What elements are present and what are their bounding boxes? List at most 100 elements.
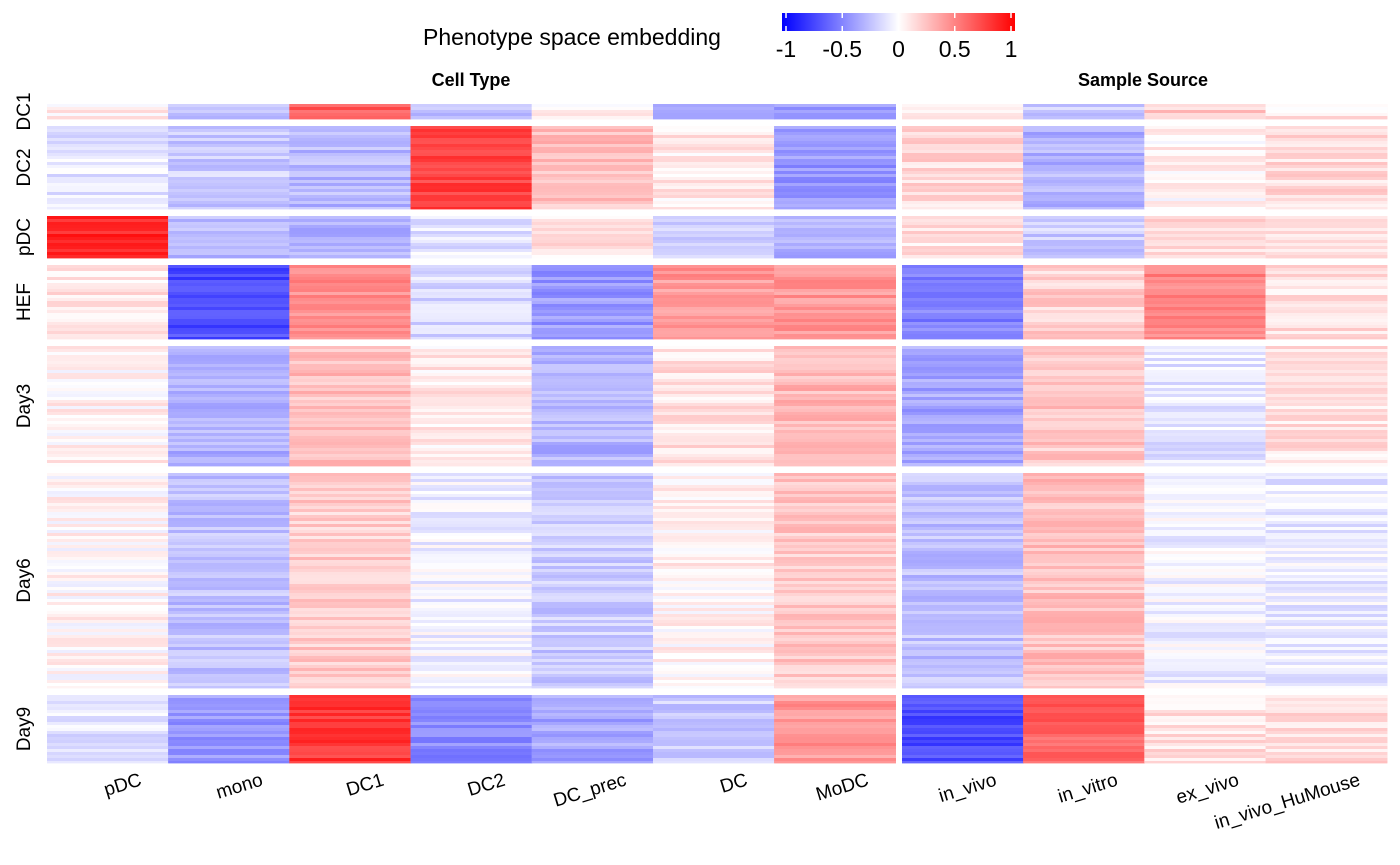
heatmap-row-stripe [1265,409,1388,413]
heatmap-row-stripe [289,412,412,416]
heatmap-row-stripe [1144,722,1267,726]
heatmap-row-stripe [410,298,533,302]
heatmap-row-stripe [1265,527,1388,531]
heatmap-row-stripe [902,391,1024,395]
heatmap-row-stripe [1023,388,1145,392]
heatmap-row-stripe [774,575,896,579]
heatmap-row-stripe [1023,674,1145,678]
heatmap-row-stripe [902,752,1024,756]
heatmap-row-stripe [410,605,533,609]
heatmap-row-stripe [902,656,1024,660]
heatmap-row-stripe [168,521,290,525]
heatmap-row-stripe [47,129,169,133]
heatmap-row-stripe [902,135,1024,139]
heatmap-cell-pdc-in-vitro [1023,216,1145,259]
heatmap-row-stripe [410,503,533,507]
heatmap-row-stripe [410,325,533,329]
heatmap-row-stripe [774,647,896,651]
heatmap-row-stripe [774,249,896,253]
heatmap-row-stripe [1265,328,1388,332]
heatmap-row-stripe [653,485,775,489]
heatmap-row-stripe [410,255,533,259]
heatmap-row-stripe [774,626,896,630]
heatmap-row-stripe [1144,632,1267,636]
heatmap-row-stripe [1023,418,1145,422]
heatmap-row-stripe [902,292,1024,296]
heatmap-row-stripe [531,632,654,636]
heatmap-row-stripe [289,385,412,389]
heatmap-row-stripe [168,647,290,651]
heatmap-row-stripe [289,665,412,669]
heatmap-row-stripe [289,620,412,624]
heatmap-row-stripe [1023,605,1145,609]
heatmap-row-stripe [410,307,533,311]
heatmap-row-stripe [1023,563,1145,567]
heatmap-row-stripe [902,509,1024,513]
heatmap-row-stripe [410,240,533,244]
heatmap-row-stripe [47,331,169,335]
heatmap-row-stripe [410,581,533,585]
heatmap-row-stripe [47,427,169,431]
heatmap-row-stripe [902,503,1024,507]
heatmap-row-stripe [902,566,1024,570]
heatmap-row-stripe [1265,364,1388,368]
heatmap-row-stripe [1023,665,1145,669]
heatmap-row-stripe [168,719,290,723]
heatmap-row-stripe [774,355,896,359]
heatmap-row-stripe [47,548,169,552]
heatmap-row-stripe [410,755,533,759]
heatmap-row-stripe [410,554,533,558]
heatmap-row-stripe [1265,554,1388,558]
heatmap-row-stripe [168,231,290,235]
heatmap-row-stripe [531,442,654,446]
heatmap-row-stripe [653,358,775,362]
heatmap-row-stripe [774,376,896,380]
heatmap-row-stripe [1023,280,1145,284]
heatmap-row-stripe [1265,113,1388,117]
heatmap-row-stripe [289,746,412,750]
heatmap-row-stripe [1144,382,1267,386]
heatmap-row-stripe [902,382,1024,386]
heatmap-row-stripe [1023,662,1145,666]
heatmap-row-stripe [902,460,1024,464]
heatmap-row-stripe [289,370,412,374]
heatmap-row-stripe [1023,599,1145,603]
heatmap-row-stripe [168,192,290,196]
heatmap-row-stripe [168,491,290,495]
heatmap-row-stripe [774,758,896,762]
heatmap-row-stripe [289,743,412,747]
heatmap-row-stripe [168,243,290,247]
heatmap-cell-day6-dc [653,473,775,689]
heatmap-row-stripe [1265,304,1388,308]
heatmap-row-stripe [902,328,1024,332]
heatmap-row-stripe [289,608,412,612]
heatmap-row-stripe [289,707,412,711]
heatmap-row-stripe [47,569,169,573]
heatmap-row-stripe [168,397,290,401]
heatmap-row-stripe [653,243,775,247]
heatmap-row-stripe [1023,183,1145,187]
heatmap-row-stripe [774,701,896,705]
heatmap-row-stripe [531,578,654,582]
heatmap-row-stripe [653,237,775,241]
heatmap-row-stripe [653,620,775,624]
heatmap-row-stripe [653,255,775,259]
heatmap-row-stripe [168,388,290,392]
heatmap-row-stripe [531,509,654,513]
heatmap-row-stripe [1265,623,1388,627]
heatmap-row-stripe [531,476,654,480]
heatmap-row-stripe [774,165,896,169]
heatmap-row-stripe [47,162,169,166]
heatmap-row-stripe [410,289,533,293]
heatmap-row-stripe [653,674,775,678]
heatmap-row-stripe [1265,280,1388,284]
heatmap-row-stripe [47,653,169,657]
heatmap-row-stripe [1144,683,1267,687]
heatmap-row-stripe [902,234,1024,238]
heatmap-row-stripe [289,295,412,299]
heatmap-row-stripe [902,560,1024,564]
heatmap-row-stripe [902,168,1024,172]
heatmap-row-stripe [289,497,412,501]
heatmap-row-stripe [47,367,169,371]
heatmap-row-stripe [168,584,290,588]
